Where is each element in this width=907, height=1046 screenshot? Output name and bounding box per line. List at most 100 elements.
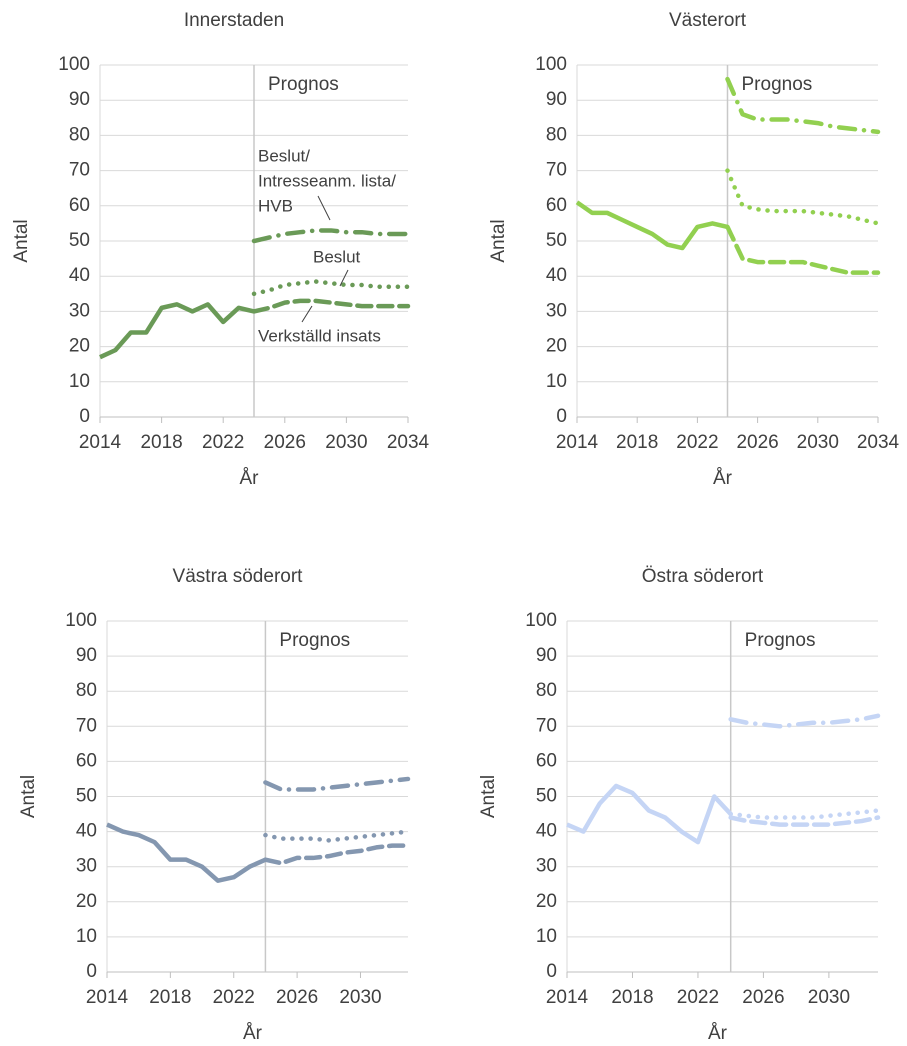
x-tick-label: 2034	[387, 432, 430, 453]
x-tick-label: 2026	[736, 432, 778, 453]
series-line	[251, 279, 411, 297]
y-tick-label: 20	[536, 891, 557, 912]
x-axis-label: År	[240, 468, 260, 489]
y-tick-label: 70	[69, 160, 90, 181]
y-axis-label: Antal	[11, 219, 32, 262]
y-tick-label: 90	[76, 645, 97, 666]
y-tick-label: 30	[76, 856, 97, 877]
y-tick-label: 90	[69, 89, 90, 110]
series-line	[728, 713, 881, 729]
y-tick-label: 70	[76, 715, 97, 736]
x-tick-label: 2030	[797, 432, 839, 453]
y-tick-label: 60	[536, 750, 557, 771]
x-tick-label: 2022	[676, 432, 718, 453]
forecast-label: Prognos	[745, 630, 816, 651]
leader-line	[339, 269, 349, 287]
leader-line	[301, 305, 313, 323]
y-tick-label: 40	[546, 265, 567, 286]
series-line	[575, 200, 729, 251]
x-tick-label: 2014	[546, 987, 589, 1008]
x-tick-label: 2014	[79, 432, 122, 453]
x-tick-label: 2014	[86, 987, 129, 1008]
y-tick-label: 100	[65, 610, 97, 631]
y-tick-label: 30	[69, 300, 90, 321]
leader-line	[317, 195, 331, 221]
x-tick-label: 2018	[149, 987, 191, 1008]
y-tick-label: 20	[76, 891, 97, 912]
x-tick-label: 2018	[611, 987, 653, 1008]
y-tick-label: 50	[69, 230, 90, 251]
y-tick-label: 80	[69, 124, 90, 145]
y-tick-label: 0	[86, 961, 97, 982]
forecast-label: Prognos	[268, 74, 339, 95]
y-axis-label: Antal	[18, 775, 39, 818]
y-tick-label: 50	[76, 786, 97, 807]
x-axis-label: År	[713, 468, 733, 489]
y-tick-label: 60	[69, 195, 90, 216]
x-tick-label: 2026	[264, 432, 306, 453]
chart-title: Västerort	[669, 10, 747, 31]
series-line	[725, 224, 881, 275]
series-line	[728, 815, 881, 827]
y-tick-label: 70	[536, 715, 557, 736]
y-tick-label: 20	[546, 336, 567, 357]
forecast-label: Prognos	[279, 630, 350, 651]
y-axis-label: Antal	[488, 219, 509, 262]
y-tick-label: 90	[546, 89, 567, 110]
y-tick-label: 60	[546, 195, 567, 216]
x-axis-label: År	[708, 1023, 728, 1044]
x-tick-label: 2022	[213, 987, 255, 1008]
y-tick-label: 70	[546, 160, 567, 181]
y-tick-label: 50	[536, 786, 557, 807]
x-tick-label: 2022	[202, 432, 244, 453]
series-line	[263, 843, 411, 866]
chart-title: Västra söderort	[173, 566, 304, 587]
y-tick-label: 80	[76, 680, 97, 701]
y-tick-label: 0	[79, 406, 90, 427]
y-tick-label: 40	[536, 821, 557, 842]
chart-title: Östra söderort	[642, 566, 764, 587]
y-tick-label: 40	[76, 821, 97, 842]
x-tick-label: 2014	[556, 432, 599, 453]
series-line	[725, 168, 881, 226]
x-tick-label: 2034	[857, 432, 900, 453]
series-line	[251, 298, 411, 314]
y-tick-label: 10	[536, 926, 557, 947]
x-tick-label: 2030	[339, 987, 381, 1008]
y-tick-label: 30	[536, 856, 557, 877]
series-annotation: Verkställd insats	[258, 326, 381, 345]
series-line	[263, 829, 411, 843]
series-line	[106, 822, 267, 883]
series-annotation: Beslut	[313, 247, 361, 266]
y-tick-label: 50	[546, 230, 567, 251]
series-line	[99, 302, 255, 360]
series-annotation: HVB	[258, 196, 293, 215]
y-tick-label: 0	[546, 961, 557, 982]
y-tick-label: 10	[76, 926, 97, 947]
y-tick-label: 100	[525, 610, 557, 631]
series-line	[251, 228, 411, 244]
y-tick-label: 100	[535, 54, 567, 75]
series-annotation: Beslut/	[258, 146, 310, 165]
x-tick-label: 2026	[742, 987, 784, 1008]
y-axis-label: Antal	[478, 775, 499, 818]
x-tick-label: 2018	[616, 432, 658, 453]
y-tick-label: 20	[69, 336, 90, 357]
y-tick-label: 80	[536, 680, 557, 701]
y-tick-label: 80	[546, 124, 567, 145]
series-annotation: Intresseanm. lista/	[258, 171, 396, 190]
y-tick-label: 100	[58, 54, 90, 75]
series-line	[728, 808, 881, 820]
series-line	[566, 783, 733, 845]
x-tick-label: 2026	[276, 987, 318, 1008]
series-line	[263, 776, 411, 792]
forecast-label: Prognos	[742, 74, 813, 95]
y-tick-label: 10	[546, 371, 567, 392]
y-tick-label: 40	[69, 265, 90, 286]
chart-title: Innerstaden	[184, 10, 284, 31]
series-line	[725, 76, 881, 135]
y-tick-label: 30	[546, 300, 567, 321]
y-tick-label: 60	[76, 750, 97, 771]
x-tick-label: 2018	[140, 432, 182, 453]
